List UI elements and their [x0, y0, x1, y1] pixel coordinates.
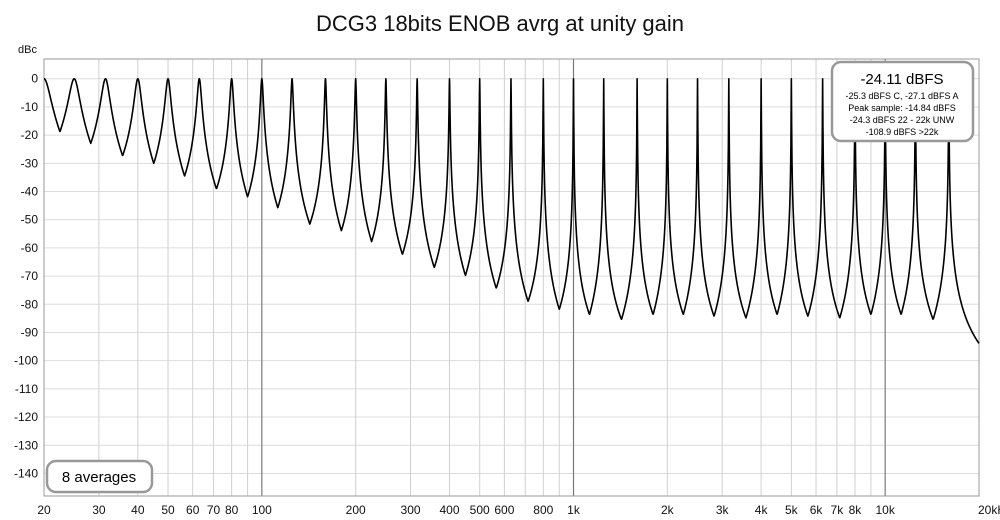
level-readout-line: -25.3 dBFS C, -27.1 dBFS A — [845, 91, 958, 101]
y-tick-label: -130 — [14, 438, 38, 452]
spectrum-trace — [43, 77, 980, 344]
x-tick-label: 10k — [875, 503, 895, 517]
level-readout-line: Peak sample: -14.84 dBFS — [848, 103, 956, 113]
x-tick-labels: 20 30 40 50 60 70 80 100 200 300 400 500 600 800 1k 2k 3… — [37, 503, 1000, 517]
y-tick-label: -140 — [14, 466, 38, 480]
x-tick-label: 30 — [92, 503, 106, 517]
x-tick-label: 800 — [533, 503, 553, 517]
y-tick-label: -90 — [21, 325, 39, 339]
x-tick-label: 1k — [567, 503, 581, 517]
x-tick-label: 3k — [716, 503, 730, 517]
y-tick-label: -10 — [21, 100, 39, 114]
y-tick-label: -20 — [21, 128, 39, 142]
y-tick-label: 0 — [31, 72, 38, 86]
x-tick-label: 80 — [225, 503, 239, 517]
y-tick-labels: 0 -10 -20 -30 -40 -50 -60 -70 -80 -90 -100 -110 -120… — [14, 72, 38, 481]
x-tick-label: 60 — [186, 503, 200, 517]
x-tick-label: 8k — [849, 503, 863, 517]
y-tick-label: -110 — [15, 382, 38, 396]
level-readout-box: -24.11 dBFS -25.3 dBFS C, -27.1 dBFS A P… — [830, 60, 975, 143]
x-tick-label: 40 — [131, 503, 145, 517]
y-tick-label: -50 — [21, 213, 39, 227]
averages-box: 8 averages — [45, 459, 154, 494]
x-tick-label: 600 — [494, 503, 514, 517]
level-readout-line: -108.9 dBFS >22k — [866, 127, 939, 137]
x-tick-label: 6k — [810, 503, 824, 517]
y-tick-label: -80 — [21, 297, 39, 311]
chart-title: DCG3 18bits ENOB avrg at unity gain — [316, 11, 684, 36]
y-tick-label: -60 — [21, 241, 39, 255]
grid — [43, 59, 980, 496]
x-tick-label: 200 — [346, 503, 366, 517]
x-tick-label: 400 — [439, 503, 459, 517]
level-readout-main: -24.11 dBFS — [860, 71, 943, 88]
y-axis-unit: dBc — [18, 44, 37, 56]
x-tick-label: 20kHz — [978, 503, 1000, 517]
x-tick-label: 7k — [831, 503, 845, 517]
x-tick-label: 300 — [401, 503, 421, 517]
x-tick-label: 500 — [470, 503, 490, 517]
x-tick-label: 20 — [37, 503, 51, 517]
x-tick-label: 100 — [252, 503, 272, 517]
x-tick-label: 5k — [785, 503, 799, 517]
y-tick-label: -30 — [21, 156, 39, 170]
x-tick-label: 70 — [207, 503, 221, 517]
level-readout-line: -24.3 dBFS 22 - 22k UNW — [850, 115, 955, 125]
x-tick-label: 2k — [661, 503, 675, 517]
y-tick-label: -120 — [14, 410, 38, 424]
y-tick-label: -70 — [21, 269, 39, 283]
plot-frame — [43, 58, 980, 497]
x-tick-label: 4k — [755, 503, 769, 517]
y-tick-label: -100 — [14, 354, 38, 368]
y-tick-label: -40 — [21, 185, 39, 199]
averages-label: 8 averages — [62, 469, 136, 486]
x-tick-label: 50 — [161, 503, 175, 517]
